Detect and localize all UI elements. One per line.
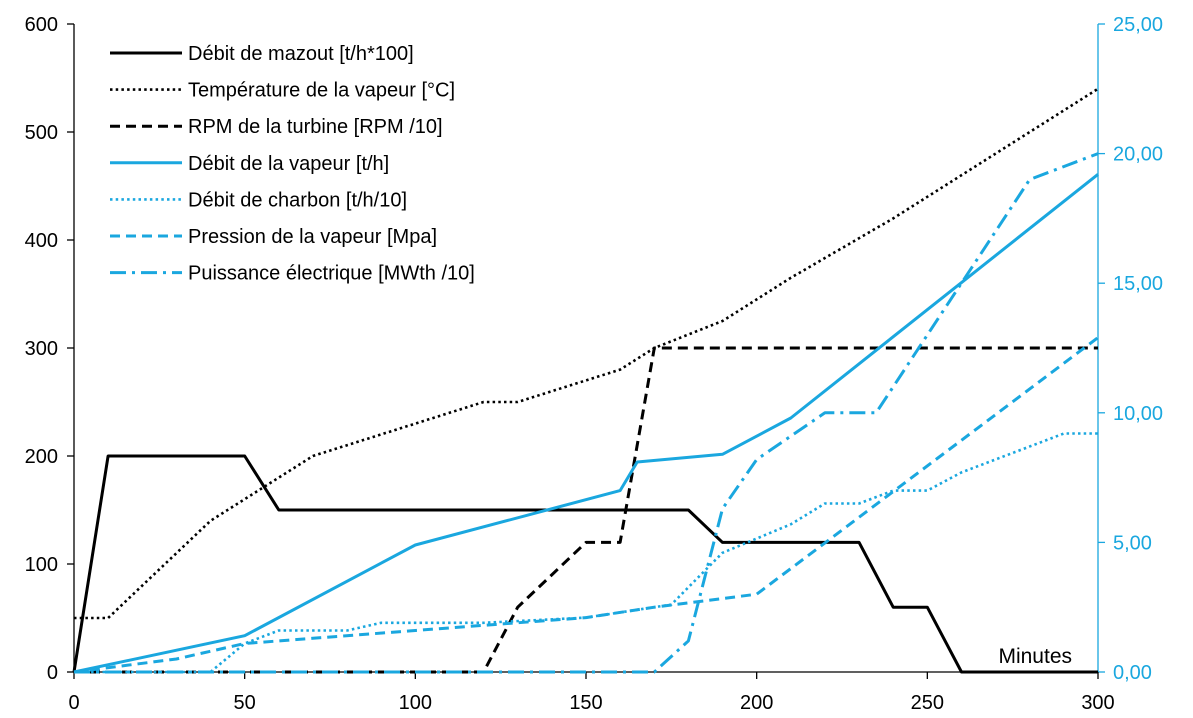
legend-label: Débit de la vapeur [t/h] <box>188 153 389 175</box>
series-line-7 <box>74 152 1099 674</box>
legend-label: Débit de mazout [t/h*100] <box>188 43 414 65</box>
legend-label: Pression de la vapeur [Mpa] <box>188 226 437 248</box>
x-tick-label: 50 <box>234 692 256 714</box>
right-tick-label: 5,00 <box>1113 532 1152 554</box>
left-tick-label: 400 <box>25 230 58 252</box>
x-tick-label: 250 <box>911 692 944 714</box>
legend-label: Puissance électrique [MWth /10] <box>188 263 475 285</box>
series-line-2 <box>74 87 1099 620</box>
right-tick-label: 10,00 <box>1113 403 1163 425</box>
x-tick-label: 100 <box>399 692 432 714</box>
legend-label: Débit de charbon [t/h/10] <box>188 189 407 211</box>
series-line-6 <box>73 336 1099 674</box>
right-tick-label: 20,00 <box>1113 144 1163 166</box>
left-tick-label: 200 <box>25 446 58 468</box>
right-tick-label: 25,00 <box>1113 14 1163 36</box>
x-tick-label: 150 <box>569 692 602 714</box>
left-tick-label: 100 <box>25 554 58 576</box>
left-tick-label: 500 <box>25 122 58 144</box>
left-tick-label: 300 <box>25 338 58 360</box>
x-tick-label: 300 <box>1081 692 1114 714</box>
series-line-1 <box>72 454 1098 674</box>
x-axis-label: Minutes <box>998 645 1072 668</box>
x-tick-label: 200 <box>740 692 773 714</box>
series-line-5 <box>74 432 1098 674</box>
axes: 01002003004005006000,005,0010,0015,0020,… <box>25 14 1163 714</box>
right-tick-label: 15,00 <box>1113 273 1163 295</box>
legend-label: Température de la vapeur [°C] <box>188 80 455 102</box>
series-layer <box>72 87 1099 674</box>
right-tick-label: 0,00 <box>1113 662 1152 684</box>
legend-label: RPM de la turbine [RPM /10] <box>188 116 443 138</box>
legend: Débit de mazout [t/h*100] Température de … <box>110 43 475 285</box>
x-tick-label: 0 <box>68 692 79 714</box>
left-tick-label: 0 <box>47 662 58 684</box>
series-line-4 <box>73 173 1099 674</box>
left-tick-label: 600 <box>25 14 58 36</box>
